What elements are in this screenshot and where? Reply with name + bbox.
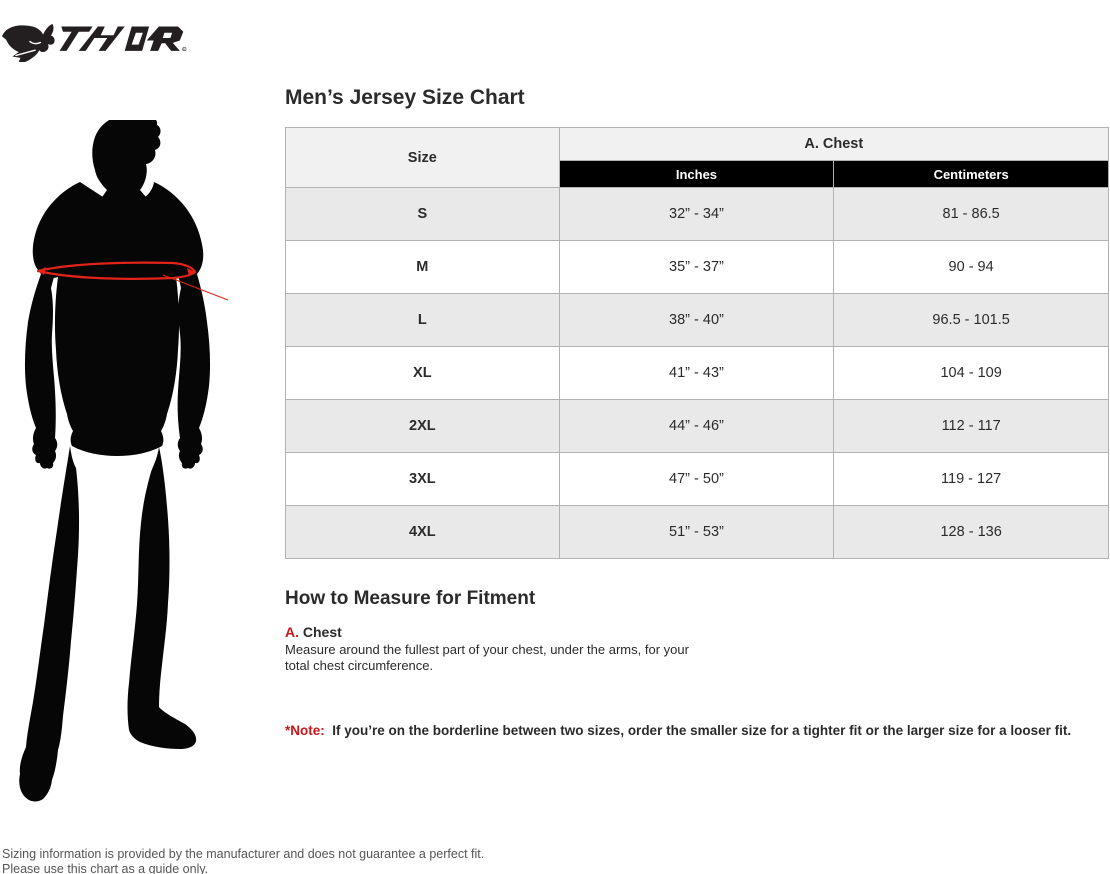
svg-text:R: R: [183, 48, 185, 52]
